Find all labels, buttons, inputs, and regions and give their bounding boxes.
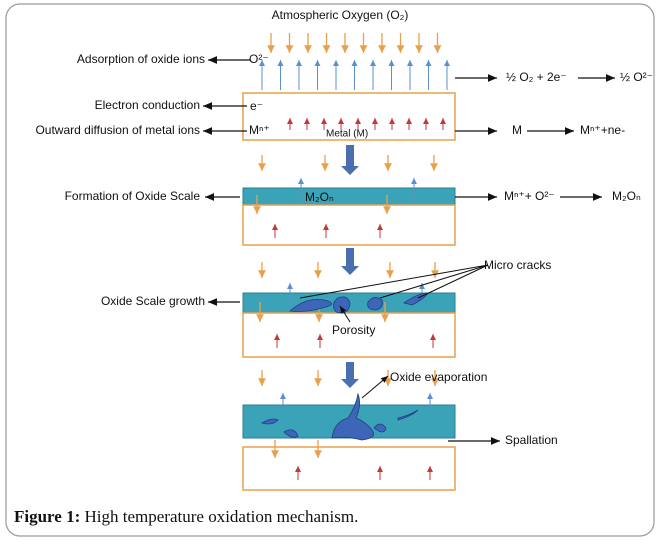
- annotation: Micro cracks: [484, 258, 551, 272]
- top-label: Atmospheric Oxygen (O₂): [272, 8, 409, 22]
- caption-text: High temperature oxidation mechanism.: [85, 507, 359, 526]
- defect: [289, 298, 332, 312]
- reaction-right: ½ O²⁻: [620, 70, 653, 84]
- arrow: [361, 375, 389, 399]
- left-label: Electron conduction: [95, 98, 200, 112]
- defect: [283, 429, 299, 438]
- big-arrow: [341, 145, 359, 175]
- caption-label: Figure 1:: [14, 507, 80, 526]
- defect: [261, 418, 279, 425]
- big-arrow: [341, 248, 359, 275]
- reaction-right: M₂Oₙ: [612, 189, 641, 203]
- frame: [5, 3, 655, 537]
- big-arrow: [341, 362, 359, 388]
- annotation: Porosity: [332, 323, 375, 337]
- species: Metal (M): [326, 129, 368, 140]
- left-label: Adsorption of oxide ions: [77, 52, 205, 66]
- species: M₂Oₙ: [305, 190, 334, 204]
- caption: Figure 1: High temperature oxidation mec…: [14, 507, 358, 526]
- pointer: [299, 264, 489, 299]
- left-label: Oxide Scale growth: [101, 294, 205, 308]
- layout: [203, 33, 615, 491]
- annotation: Oxide evaporation: [390, 370, 487, 384]
- metal: [242, 204, 456, 246]
- reaction-right: Mⁿ⁺+ne-: [580, 123, 625, 137]
- defect: [333, 296, 351, 314]
- left-label: Formation of Oxide Scale: [65, 189, 201, 203]
- species: O²⁻: [249, 52, 269, 66]
- reaction-left: Mⁿ⁺+ O²⁻: [504, 189, 555, 203]
- left-label: Outward diffusion of metal ions: [35, 123, 200, 137]
- defect: [367, 297, 383, 311]
- arrow: [339, 305, 351, 323]
- defect: [373, 423, 387, 433]
- defect: [331, 392, 375, 441]
- annotation: Spallation: [505, 433, 558, 447]
- oxide-scale: [242, 187, 456, 206]
- reaction-left: M: [512, 123, 522, 137]
- defect: [397, 409, 419, 421]
- metal: [242, 92, 456, 141]
- reaction-left: ½ O₂ + 2e⁻: [506, 70, 567, 84]
- species: Mⁿ⁺: [249, 123, 270, 137]
- species: e⁻: [250, 99, 263, 113]
